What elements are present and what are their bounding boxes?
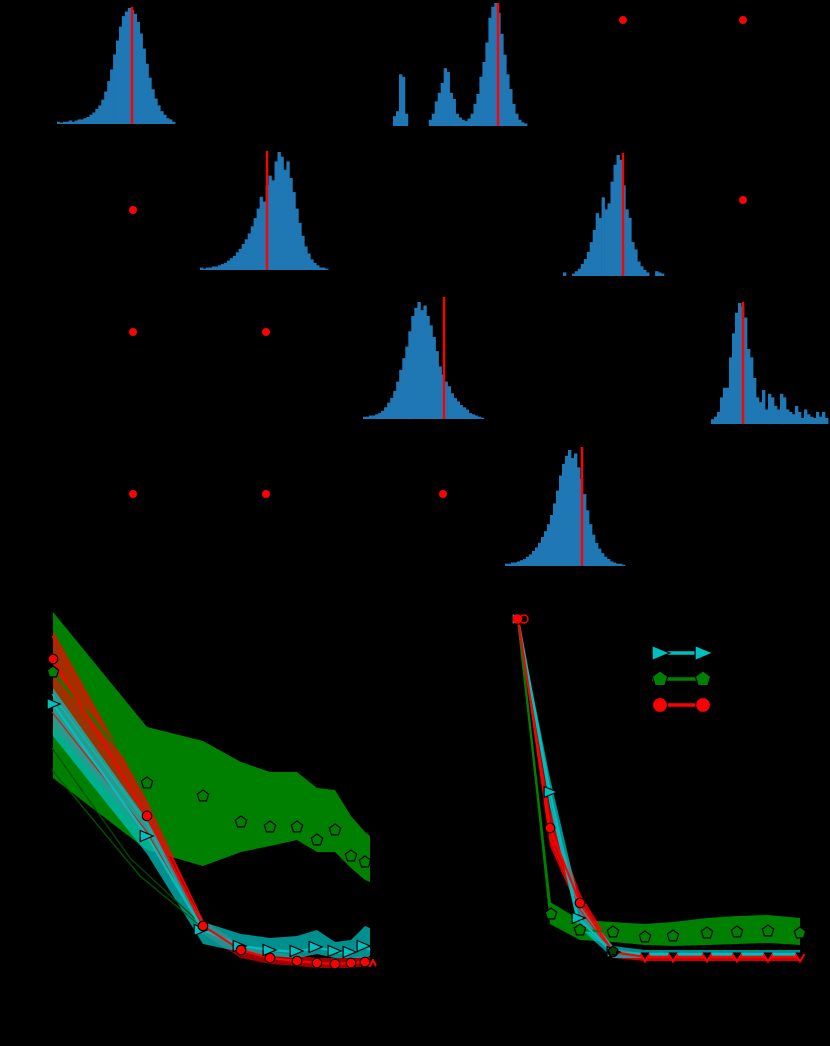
convergence-right-bands bbox=[518, 619, 800, 961]
histogram-r2c3 bbox=[563, 153, 665, 277]
histogram-r4c4 bbox=[505, 447, 626, 566]
legend-entry-green-method bbox=[651, 670, 712, 687]
true-value-dot-r3c1 bbox=[129, 328, 137, 336]
convergence-right-strands bbox=[517, 618, 614, 954]
histogram-r2c2 bbox=[200, 151, 329, 270]
posterior-grid bbox=[57, 3, 829, 566]
convergence-right-cyan-line bbox=[516, 618, 800, 956]
convergence-right-green-markers bbox=[511, 612, 807, 943]
true-value-dot-r1c3 bbox=[619, 16, 627, 24]
histogram-r1c1 bbox=[57, 7, 176, 125]
true-value-dot-r1c4 bbox=[739, 16, 747, 24]
true-value-line-r1c2 bbox=[496, 3, 500, 126]
legend bbox=[651, 644, 715, 713]
convergence-right-red-line bbox=[516, 618, 800, 959]
legend-entry-red-method bbox=[652, 697, 711, 713]
true-value-dot-r4c3 bbox=[439, 490, 447, 498]
convergence-left bbox=[46, 612, 377, 970]
true-value-dot-r4c1 bbox=[129, 490, 137, 498]
convergence-left-red-markers bbox=[47, 653, 371, 970]
true-value-line-r4c4 bbox=[580, 447, 584, 566]
true-value-dot-r2c4 bbox=[739, 196, 747, 204]
legend-entry-cyan-method bbox=[651, 644, 715, 662]
true-value-line-r2c2 bbox=[265, 151, 269, 270]
convergence-right-cyan-markers bbox=[511, 612, 622, 959]
convergence-right-green-line bbox=[516, 618, 801, 939]
histogram-r1c2 bbox=[393, 3, 528, 127]
convergence-right-extra-marker bbox=[512, 614, 529, 624]
histogram-r3c4 bbox=[711, 302, 829, 425]
convergence-right-extra-marker bbox=[607, 945, 619, 956]
true-value-dot-r3c2 bbox=[262, 328, 270, 336]
true-value-dot-r4c2 bbox=[262, 490, 270, 498]
convergence-right-green-band bbox=[518, 619, 800, 946]
true-value-line-r3c3 bbox=[442, 297, 446, 419]
true-value-line-r2c3 bbox=[621, 153, 625, 276]
convergence-left-bands bbox=[53, 612, 370, 968]
convergence-left-green-markers bbox=[46, 665, 372, 868]
convergence-right-cyan-band bbox=[518, 619, 800, 958]
true-value-line-r3c4 bbox=[741, 302, 745, 424]
true-value-dot-r2c1 bbox=[129, 206, 137, 214]
histogram-r3c3 bbox=[363, 297, 485, 420]
true-value-line-r1c1 bbox=[130, 7, 134, 124]
convergence-right bbox=[511, 612, 807, 964]
